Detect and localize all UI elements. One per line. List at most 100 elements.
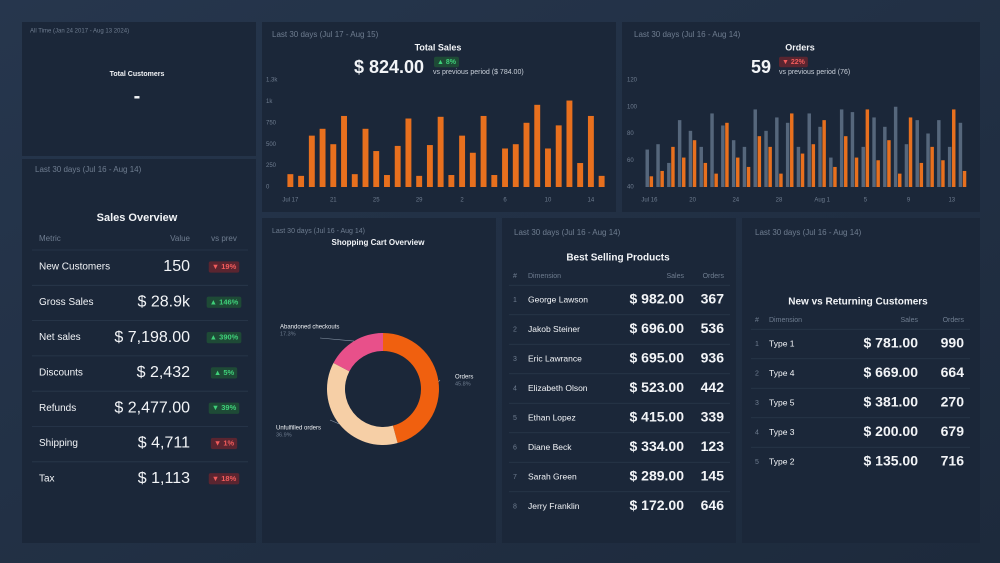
- dimension: Eric Lawrance: [528, 353, 582, 363]
- donut-slice: [383, 333, 439, 444]
- panel: [502, 218, 736, 543]
- bar: [577, 163, 584, 187]
- bar: [887, 140, 891, 187]
- orders-value: 270: [941, 394, 965, 410]
- bar: [865, 109, 870, 187]
- column-header: Dimension: [769, 317, 802, 324]
- x-tick-label: 10: [545, 198, 552, 204]
- y-tick-label: 500: [266, 142, 277, 148]
- orders-value: 536: [701, 320, 725, 336]
- bar: [714, 173, 718, 187]
- bar: [839, 109, 844, 187]
- bar: [872, 117, 876, 187]
- column-header: vs prev: [211, 234, 237, 243]
- orders-value: 679: [941, 423, 965, 439]
- bar: [699, 146, 703, 187]
- bar: [764, 130, 768, 187]
- change-badge: [208, 473, 240, 485]
- period: Last 30 days (Jul 17 - Aug 15): [272, 30, 379, 39]
- dimension: Type 4: [769, 368, 795, 378]
- y-tick-label: 1k: [266, 99, 273, 105]
- bar: [703, 162, 708, 187]
- bar: [671, 146, 675, 187]
- bar: [682, 157, 686, 187]
- metric-value: $ 7,198.00: [114, 329, 190, 346]
- bar: [667, 162, 671, 187]
- table-title: Sales Overview: [97, 212, 178, 224]
- bar: [947, 146, 952, 187]
- bar: [883, 126, 887, 187]
- table-title: New vs Returning Customers: [788, 297, 928, 308]
- bar: [861, 146, 865, 187]
- comparison: vs previous period (76): [779, 69, 850, 76]
- sales-value: $ 289.00: [630, 468, 685, 484]
- kpi-title: Total Customers: [110, 71, 165, 78]
- metric-value: $ 2,432: [137, 364, 190, 381]
- bar: [768, 146, 772, 187]
- sales-value: $ 669.00: [864, 364, 919, 380]
- row-index: 8: [513, 503, 517, 510]
- bar: [692, 140, 697, 187]
- bar: [807, 113, 811, 187]
- bar: [753, 109, 757, 187]
- bar: [930, 146, 934, 187]
- bar: [710, 113, 714, 187]
- change-text: ▼ 39%: [212, 403, 237, 412]
- change-badge: [206, 296, 242, 308]
- bar: [844, 136, 848, 187]
- bar: [645, 149, 649, 187]
- orders-value: 145: [701, 468, 725, 484]
- leader-line: [329, 419, 340, 425]
- bar: [459, 135, 466, 187]
- bar: [598, 175, 605, 187]
- row-index: 5: [755, 459, 759, 466]
- x-tick-label: 14: [588, 198, 595, 204]
- y-tick-label: 120: [627, 78, 638, 84]
- metric-name: Refunds: [39, 403, 76, 414]
- slice-label: Unfulfilled orders: [276, 426, 321, 432]
- bar: [876, 160, 880, 187]
- metric-name: New Customers: [39, 262, 110, 273]
- sales-value: $ 135.00: [864, 453, 919, 469]
- bar: [958, 122, 963, 187]
- metric-name: Net sales: [39, 332, 81, 343]
- row-index: 3: [513, 356, 517, 363]
- slice-label: Orders: [455, 375, 473, 381]
- change-text: ▲ 146%: [210, 297, 239, 306]
- bar: [534, 104, 541, 187]
- change-text: ▼ 18%: [212, 474, 237, 483]
- column-header: Sales: [666, 273, 684, 280]
- change-badge: [779, 56, 808, 68]
- orders-value: 367: [701, 291, 725, 307]
- change-text: ▼ 22%: [782, 59, 806, 66]
- period: All Time (Jan 24 2017 - Aug 13 2024): [30, 29, 129, 35]
- change-badge: [210, 367, 238, 379]
- column-header: Value: [170, 234, 190, 243]
- bar: [480, 115, 487, 187]
- change-text: ▲ 390%: [210, 333, 239, 342]
- dimension: George Lawson: [528, 294, 588, 304]
- bar: [319, 128, 326, 187]
- sales-value: $ 695.00: [630, 350, 685, 366]
- dimension: Diane Beck: [528, 442, 572, 452]
- bar: [904, 144, 909, 187]
- slice-value: 45.8%: [455, 381, 471, 387]
- change-text: ▼ 19%: [212, 262, 237, 271]
- sales-value: $ 334.00: [630, 438, 685, 454]
- bar: [854, 157, 859, 187]
- metric-name: Discounts: [39, 368, 83, 379]
- x-tick-label: 6: [503, 198, 507, 204]
- bar: [736, 157, 740, 187]
- x-tick-label: 2: [460, 198, 464, 204]
- panel: [742, 218, 980, 543]
- orders-value: 716: [941, 453, 965, 469]
- bar: [915, 120, 919, 187]
- row-index: 1: [755, 341, 759, 348]
- sales-value: $ 200.00: [864, 423, 919, 439]
- column-header: Dimension: [528, 273, 561, 280]
- bar: [677, 120, 682, 187]
- bar: [416, 175, 423, 187]
- donut-slice: [327, 362, 398, 445]
- table-title: Best Selling Products: [566, 253, 670, 264]
- slice-value: 17.3%: [280, 331, 296, 337]
